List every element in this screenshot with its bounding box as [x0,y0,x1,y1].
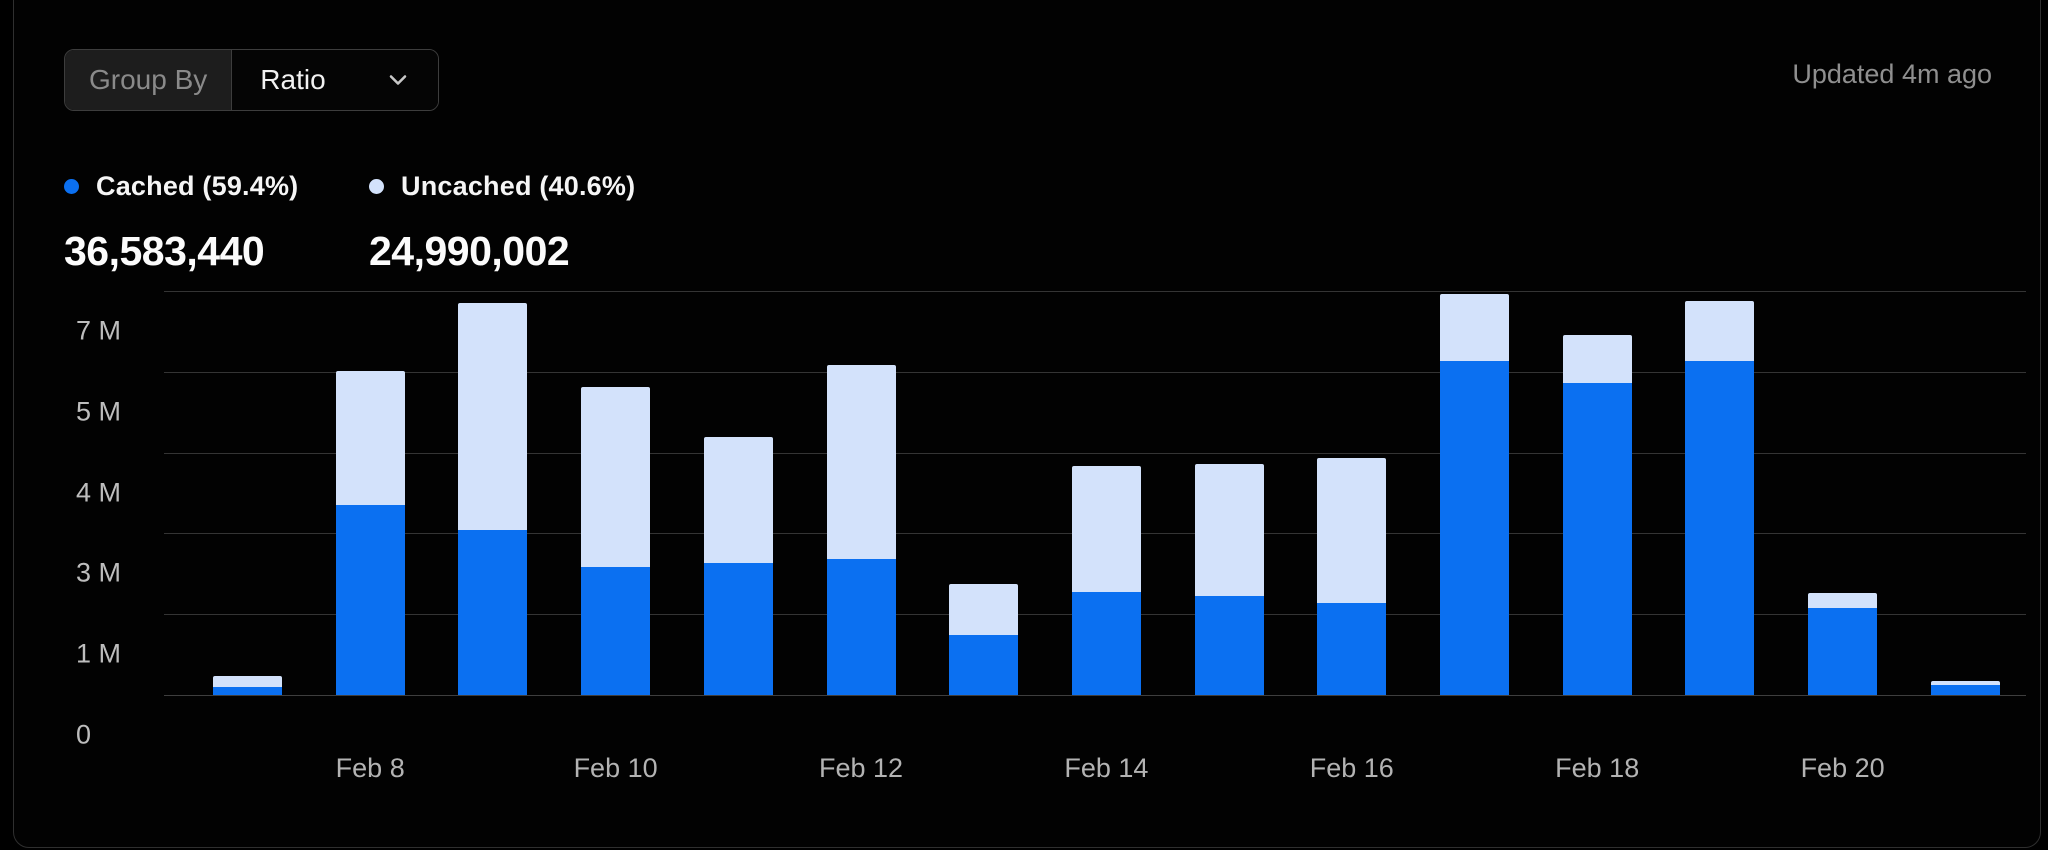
gridline [164,291,2026,292]
x-axis-tick-label: Feb 14 [1064,753,1149,783]
cached-segment [1808,607,1878,695]
cached-segment [335,504,405,695]
group-by-control: Group By Ratio [64,49,439,111]
cached-segment [1930,685,2000,695]
uncached-dot-icon [369,179,384,194]
bar-feb-18[interactable] [1562,335,1632,695]
chevron-down-icon [389,75,406,85]
y-axis-tick-label: 3 M [76,557,122,588]
legend-item-cached[interactable]: Cached (59.4%) [64,171,369,202]
cached-segment [1317,603,1387,695]
plot-area [164,291,2026,696]
bar-feb-13[interactable] [949,584,1019,695]
updated-status: Updated 4m ago [1792,59,1992,89]
uncached-segment [826,364,896,559]
x-axis-tick-label: Feb 8 [335,753,405,783]
cached-segment [1562,382,1632,695]
bar-feb-17[interactable] [1440,294,1509,695]
group-by-dropdown[interactable]: Ratio [231,50,438,110]
card-header: Group By Ratio Updated 4m ago [64,49,1992,111]
x-axis-tick-label: Feb 16 [1309,753,1394,783]
cached-segment [1071,592,1141,695]
bar-feb-11[interactable] [703,437,773,695]
gridline [164,371,2026,373]
bar-feb-15[interactable] [1194,464,1264,695]
series-stats: Cached (59.4%) 36,583,440 Uncached (40.6… [64,171,674,275]
cached-stat-column: Cached (59.4%) 36,583,440 [64,171,369,275]
uncached-total-value: 24,990,002 [369,228,570,274]
bar-feb-21[interactable] [1930,680,2000,695]
gridline [164,452,2026,454]
y-axis-tick-label: 7 M [76,315,122,346]
bar-feb-14[interactable] [1071,465,1141,695]
cached-segment [826,558,896,695]
bar-feb-10[interactable] [581,387,651,695]
uncached-segment [949,584,1019,635]
cached-segment [949,634,1019,695]
x-axis-tick-label: Feb 18 [1555,753,1640,783]
y-axis-tick-label: 1 M [76,638,122,669]
y-axis-tick-label: 5 M [76,396,122,427]
bar-feb-19[interactable] [1685,300,1755,695]
cached-segment [703,562,773,695]
uncached-segment [1685,300,1755,362]
uncached-segment [1562,335,1632,383]
x-axis-line [164,695,2026,696]
uncached-segment [581,387,651,568]
bar-feb-16[interactable] [1317,458,1387,695]
uncached-segment [1194,464,1264,596]
cached-segment [1685,361,1755,695]
uncached-stat-column: Uncached (40.6%) 24,990,002 [369,171,674,275]
bar-feb-7[interactable] [213,675,282,695]
cached-segment [1440,360,1509,695]
uncached-segment [213,675,282,687]
cached-segment [1194,595,1264,695]
cached-legend-label: Cached (59.4%) [96,171,299,201]
uncached-segment [1440,294,1509,361]
analytics-card: Group By Ratio Updated 4m ago Cached (59… [13,0,2041,848]
bar-feb-9[interactable] [458,302,528,695]
cached-dot-icon [64,179,79,194]
uncached-segment [1930,680,2000,686]
uncached-legend-label: Uncached (40.6%) [401,171,636,201]
uncached-segment [703,437,773,563]
bar-feb-12[interactable] [826,364,896,695]
group-by-selected-value: Ratio [260,64,326,95]
x-axis-tick-label: Feb 12 [818,753,904,783]
uncached-segment [335,371,405,505]
cached-total-value: 36,583,440 [64,228,265,274]
y-axis-tick-label: 4 M [76,477,122,508]
cached-segment [458,529,528,695]
y-axis-tick-label: 0 [76,719,92,750]
uncached-segment [1317,458,1387,604]
cached-segment [213,686,282,695]
uncached-segment [1071,465,1141,593]
x-axis-tick-label: Feb 10 [573,753,658,783]
uncached-segment [1808,593,1878,608]
cached-segment [581,567,651,695]
legend-item-uncached[interactable]: Uncached (40.6%) [369,171,674,202]
group-by-label: Group By [65,50,232,110]
x-axis-tick-label: Feb 20 [1800,753,1885,783]
bar-feb-20[interactable] [1808,593,1878,695]
bar-feb-8[interactable] [335,371,405,695]
uncached-segment [458,302,528,530]
